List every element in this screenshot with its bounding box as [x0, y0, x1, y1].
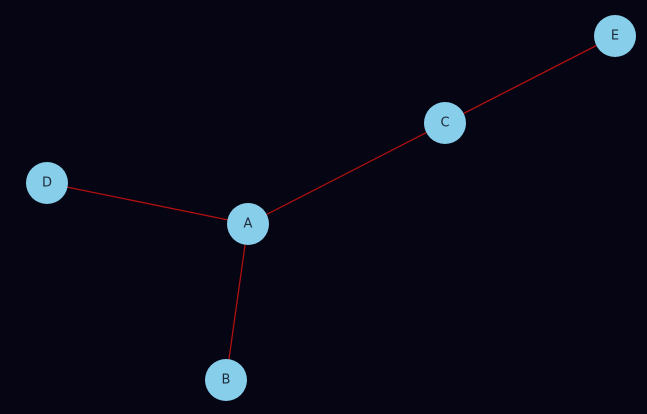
edge-a-b [225, 223, 249, 381]
node-circle [205, 359, 247, 401]
node-circle [424, 102, 466, 144]
node-circle [26, 162, 68, 204]
edge-c-e [444, 35, 616, 124]
edge-a-d [46, 182, 249, 225]
node-label: E [611, 29, 619, 44]
node-label: D [42, 176, 52, 191]
edges-layer [46, 35, 616, 381]
node-circle [594, 15, 636, 57]
node-label: A [244, 217, 253, 232]
node-label: C [440, 116, 449, 131]
node-c[interactable]: C [424, 102, 466, 144]
nodes-layer: A B C D E [26, 15, 636, 401]
node-e[interactable]: E [594, 15, 636, 57]
node-a[interactable]: A [227, 203, 269, 245]
node-b[interactable]: B [205, 359, 247, 401]
node-label: B [222, 373, 231, 388]
edge-a-c [247, 122, 446, 225]
node-circle [227, 203, 269, 245]
node-d[interactable]: D [26, 162, 68, 204]
